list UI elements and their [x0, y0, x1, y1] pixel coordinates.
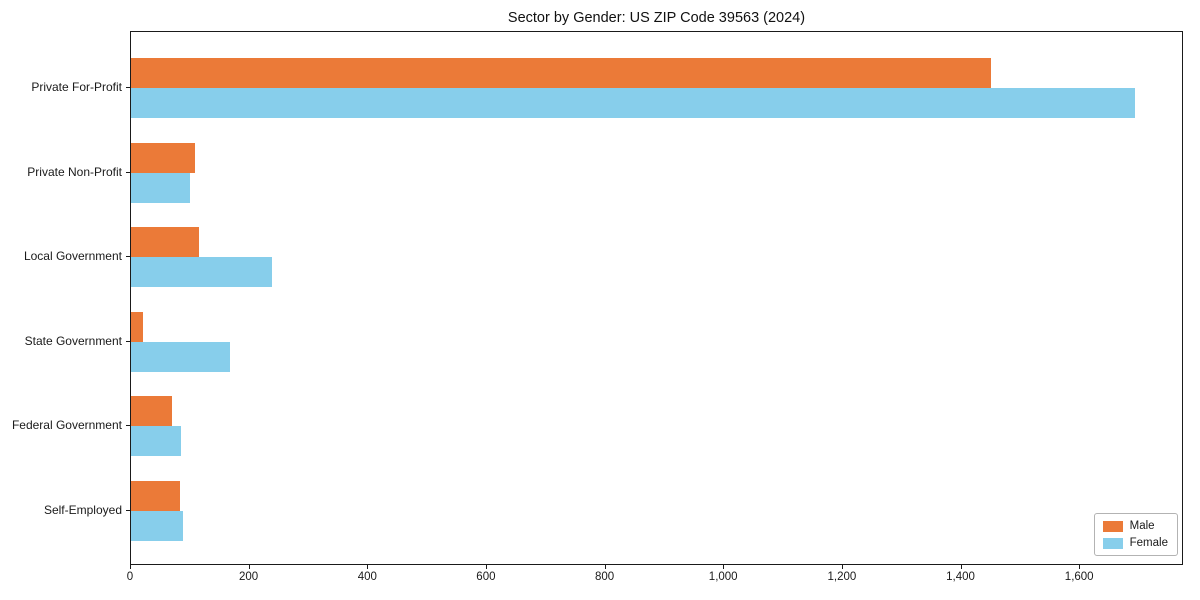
x-tick-label: 200 [239, 571, 259, 583]
legend-item-male: Male [1102, 520, 1168, 532]
legend-item-female: Female [1102, 537, 1168, 549]
y-axis-label: Federal Government [11, 418, 122, 433]
chart-title: Sector by Gender: US ZIP Code 39563 (202… [507, 10, 806, 26]
x-tick-mark [1079, 565, 1081, 569]
y-tick-mark [126, 256, 130, 258]
x-tick-label: 600 [476, 571, 496, 583]
plot-area: Male Female [130, 31, 1183, 565]
legend-label: Male [1129, 520, 1155, 532]
y-axis-label: Private Non-Profit [27, 164, 122, 179]
y-tick-mark [126, 171, 130, 173]
bar-female-2 [131, 257, 272, 288]
x-tick-label: 0 [126, 571, 134, 583]
bar-female-1 [131, 172, 191, 203]
y-tick-mark [126, 510, 130, 511]
x-tick-mark [130, 565, 131, 569]
x-tick-mark [367, 565, 369, 569]
x-tick-mark [248, 565, 250, 569]
bar-female-5 [131, 511, 183, 541]
bar-female-3 [131, 341, 230, 372]
y-axis-label: Self-Employed [43, 503, 122, 517]
x-tick-mark [723, 565, 725, 569]
x-tick-label: 800 [595, 571, 615, 583]
x-tick-label: 400 [357, 571, 377, 583]
x-tick-mark [604, 565, 606, 569]
x-tick-label: 1,200 [827, 571, 857, 583]
legend-swatch-female [1102, 537, 1123, 549]
x-tick-mark [841, 565, 843, 569]
y-axis: Private For-Profit Private Non-Profit Loca… [0, 31, 122, 565]
x-tick-label: 1,000 [708, 571, 738, 583]
bar-male-5 [131, 481, 180, 511]
bar-male-3 [131, 311, 143, 342]
bar-female-0 [131, 88, 1136, 118]
y-axis-label: Private For-Profit [31, 80, 122, 94]
x-tick-label: 1,600 [1064, 571, 1094, 583]
y-tick-mark [126, 425, 130, 427]
bar-male-1 [131, 142, 196, 173]
legend-label: Female [1129, 537, 1168, 549]
bar-male-2 [131, 227, 199, 258]
legend-swatch-male [1102, 520, 1123, 532]
x-tick-mark [485, 565, 487, 569]
y-tick-mark [126, 87, 130, 88]
bar-male-4 [131, 396, 172, 427]
x-tick-mark [960, 565, 962, 569]
legend: Male Female [1093, 513, 1178, 556]
bar-male-0 [131, 58, 992, 88]
y-axis-label: Local Government [23, 249, 122, 264]
bar-female-4 [131, 426, 181, 457]
x-tick-label: 1,400 [946, 571, 975, 583]
y-tick-mark [126, 340, 130, 342]
y-axis-label: State Government [24, 333, 122, 348]
